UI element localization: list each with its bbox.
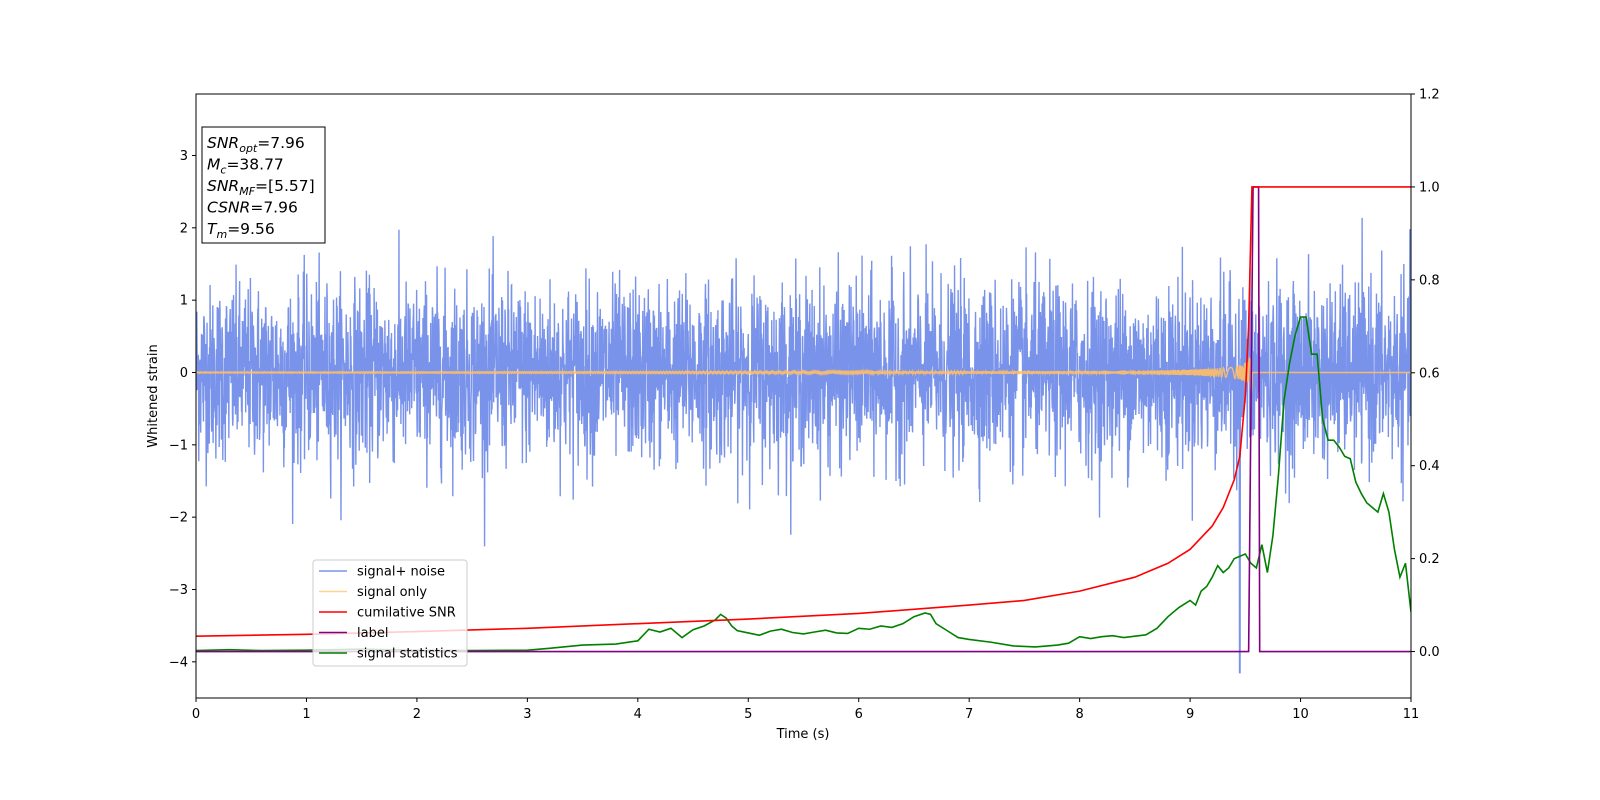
- y-axis-right: 0.0 0.2 0.4 0.6 0.8 1.0 1.2: [1411, 88, 1440, 660]
- x-tick-label: 3: [523, 707, 531, 722]
- series-signal-statistics: [196, 316, 1411, 652]
- y-tick-label: −3: [169, 583, 188, 598]
- x-tick-label: 2: [413, 707, 421, 722]
- x-tick-label: 6: [855, 707, 863, 722]
- y2-tick-label: 0.8: [1419, 273, 1440, 288]
- legend-entry: signal+ noise: [357, 565, 445, 580]
- annotation-frame: [201, 126, 326, 244]
- x-tick-label: 1: [302, 707, 310, 722]
- legend-entry: signal only: [357, 585, 427, 600]
- annotation-line: CSNR=7.96: [207, 199, 298, 217]
- y2-tick-label: 0.4: [1419, 459, 1440, 474]
- legend-entry: cumilative SNR: [357, 606, 456, 621]
- y-axis-left: −4 −3 −2 −1 0 1 2 3: [169, 149, 196, 670]
- annotation-box: SNRopt=7.96Mc=38.77SNRMF=[5.57]CSNR=7.96…: [201, 126, 326, 244]
- y-tick-label: 0: [180, 366, 188, 381]
- y-tick-label: 2: [180, 221, 188, 236]
- y2-tick-label: 1.2: [1419, 88, 1440, 103]
- y-tick-label: 1: [180, 294, 188, 309]
- x-tick-label: 0: [192, 707, 200, 722]
- series-signal-only: [196, 356, 1411, 393]
- x-tick-label: 5: [744, 707, 752, 722]
- annotation-line: Tm=9.56: [207, 220, 275, 241]
- x-tick-label: 11: [1403, 707, 1420, 722]
- plot-area-frame: [195, 93, 1412, 699]
- legend-entry: label: [357, 626, 388, 641]
- y2-tick-label: 0.6: [1419, 366, 1440, 381]
- x-axis: 0 1 2 3 4 5 6 7 8 9 10 11: [192, 698, 1419, 722]
- legend: signal+ noise signal only cumilative SNR la…: [312, 559, 468, 667]
- y-tick-label: −1: [169, 438, 188, 453]
- annotation-line: Mc=38.77: [207, 156, 284, 177]
- y-tick-label: −4: [169, 655, 188, 670]
- y2-tick-label: 1.0: [1419, 180, 1440, 195]
- annotation-line: SNRopt=7.96: [207, 134, 305, 155]
- x-tick-label: 9: [1186, 707, 1194, 722]
- x-tick-label: 8: [1075, 707, 1083, 722]
- annotation-line: SNRMF=[5.57]: [207, 177, 315, 198]
- y-axis-label: Whitened strain: [146, 344, 161, 447]
- y-tick-label: 3: [180, 149, 188, 164]
- y2-tick-label: 0.0: [1419, 645, 1440, 660]
- series-cumulative-snr: [196, 186, 1411, 638]
- y2-tick-label: 0.2: [1419, 552, 1440, 567]
- x-tick-label: 10: [1292, 707, 1309, 722]
- legend-entry: signal statistics: [357, 647, 458, 662]
- series-layer: [196, 186, 1411, 674]
- y-tick-label: −2: [169, 511, 188, 526]
- x-axis-label: Time (s): [776, 727, 830, 742]
- x-tick-label: 4: [634, 707, 642, 722]
- legend-frame: [312, 559, 468, 667]
- x-tick-label: 7: [965, 707, 973, 722]
